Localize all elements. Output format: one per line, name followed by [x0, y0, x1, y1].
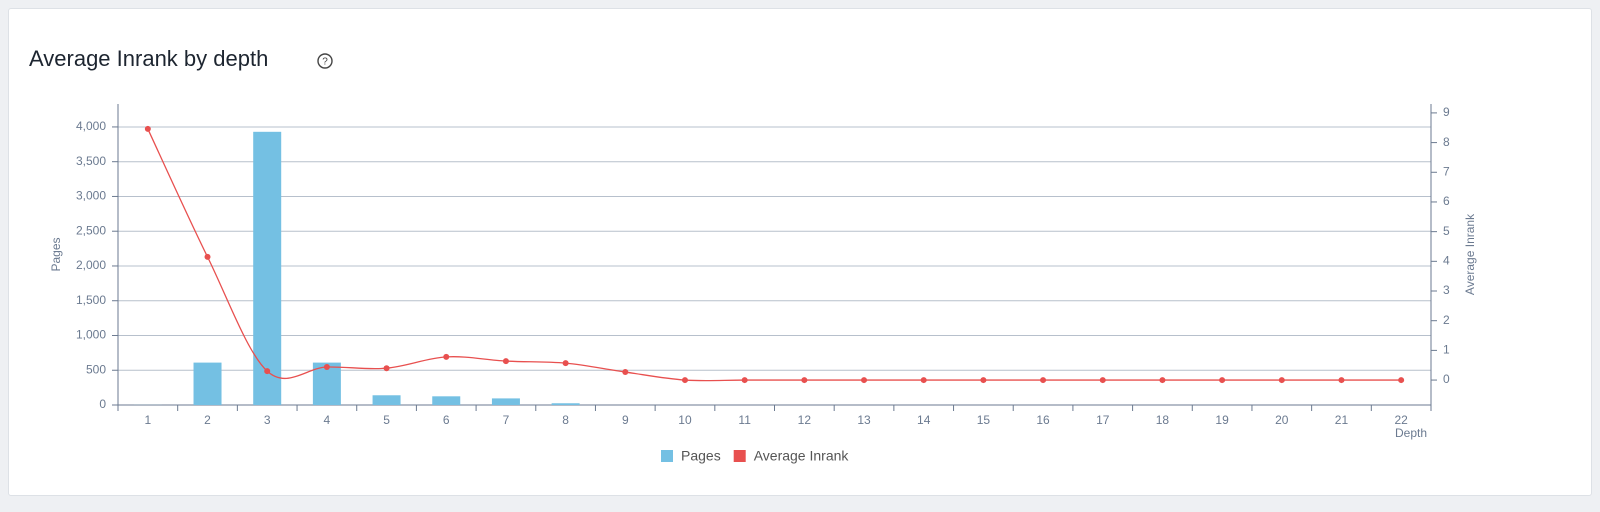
- x-tick-label: 4: [324, 413, 331, 427]
- x-tick-label: 16: [1036, 413, 1050, 427]
- y2-tick-label: 2: [1443, 313, 1450, 327]
- y-axis-title: Pages: [49, 237, 63, 271]
- point: [980, 377, 987, 384]
- line: [147, 128, 1402, 382]
- x-tick-label: 17: [1096, 413, 1110, 427]
- bar: [372, 395, 401, 405]
- point: [741, 377, 748, 384]
- point: [1159, 377, 1166, 384]
- bar: [551, 403, 580, 405]
- point: [801, 377, 808, 384]
- legend-item: Average Inrank: [733, 448, 850, 464]
- point: [323, 364, 330, 371]
- bar: [432, 396, 461, 405]
- y-tick-label: 2,000: [76, 258, 106, 272]
- y-tick-label: 500: [86, 362, 106, 376]
- bar: [491, 398, 520, 405]
- point: [502, 358, 509, 365]
- x-tick-label: 20: [1275, 413, 1289, 427]
- x-tick-label: 11: [738, 413, 751, 427]
- point: [1219, 377, 1226, 384]
- x-tick-label: 1: [144, 413, 151, 427]
- x-tick-label: 14: [917, 413, 931, 427]
- y2-axis-title: Average Inrank: [1463, 213, 1477, 295]
- legend-item: Pages: [661, 448, 721, 464]
- point: [1398, 377, 1405, 384]
- point: [562, 360, 569, 367]
- point: [681, 377, 688, 384]
- x-tick-label: 10: [678, 413, 692, 427]
- x-tick-label: 3: [264, 413, 271, 427]
- y2-tick-label: 4: [1443, 253, 1450, 267]
- y-tick-label: 2,500: [76, 223, 106, 237]
- x-tick-label: 12: [798, 413, 812, 427]
- y-tick-label: 1,000: [76, 328, 106, 342]
- point: [1040, 377, 1047, 384]
- point: [204, 253, 211, 260]
- point: [1099, 377, 1106, 384]
- y-tick-label: 3,000: [76, 189, 106, 203]
- x-tick-label: 8: [562, 413, 569, 427]
- point: [264, 368, 271, 375]
- point: [1338, 377, 1345, 384]
- y-tick-label: 0: [99, 397, 106, 411]
- y-tick-label: 3,500: [76, 154, 106, 168]
- x-tick-label: 18: [1156, 413, 1170, 427]
- x-tick-label: 2: [204, 413, 211, 427]
- help-icon[interactable]: ?: [317, 53, 333, 69]
- y2-tick-label: 9: [1443, 105, 1450, 119]
- point: [622, 369, 629, 376]
- svg-text:?: ?: [322, 57, 328, 68]
- x-tick-label: 6: [443, 413, 450, 427]
- card: Average Inrank by depth ? 0 500 1,000 1,500…: [8, 8, 1592, 496]
- point: [383, 365, 390, 372]
- y2-tick-label: 7: [1443, 164, 1450, 178]
- point: [144, 125, 151, 132]
- point: [920, 377, 927, 384]
- bar: [253, 131, 282, 405]
- x-tick-label: 7: [503, 413, 510, 427]
- x-tick-label: 5: [383, 413, 390, 427]
- x-tick-label: 19: [1215, 413, 1229, 427]
- chart: Average Inrank by depth ? 0 500 1,000 1,500…: [29, 46, 1477, 464]
- y-tick-label: 4,000: [76, 119, 106, 133]
- x-tick-label: 13: [857, 413, 871, 427]
- y2-tick-label: 5: [1443, 224, 1450, 238]
- point: [1278, 377, 1285, 384]
- y2-tick-label: 6: [1443, 194, 1450, 208]
- point: [861, 377, 868, 384]
- legend-label: Average Inrank: [754, 448, 850, 464]
- point: [443, 353, 450, 360]
- legend-swatch: [733, 450, 746, 462]
- bar: [193, 362, 222, 405]
- legend-swatch: [661, 450, 673, 462]
- y-tick-label: 1,500: [76, 293, 106, 307]
- legend-label: Pages: [681, 448, 721, 464]
- y2-tick-label: 3: [1443, 283, 1450, 297]
- y2-tick-label: 1: [1443, 343, 1450, 357]
- chart-title: Average Inrank by depth: [29, 46, 268, 71]
- x-tick-label: 15: [977, 413, 991, 427]
- x-tick-label: 9: [622, 413, 629, 427]
- y2-tick-label: 8: [1443, 135, 1450, 149]
- x-tick-label: 22: [1394, 413, 1408, 427]
- x-tick-label: 21: [1335, 413, 1349, 427]
- y2-tick-label: 0: [1443, 372, 1450, 386]
- x-axis-title: Depth: [1395, 426, 1427, 440]
